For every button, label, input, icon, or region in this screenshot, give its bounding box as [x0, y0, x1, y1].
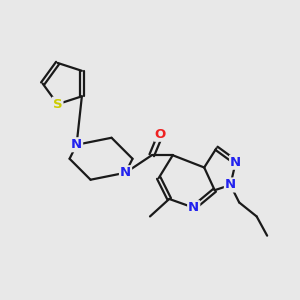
- Text: S: S: [53, 98, 62, 111]
- Text: N: N: [225, 178, 236, 191]
- Text: N: N: [71, 138, 82, 151]
- Text: O: O: [155, 128, 166, 141]
- Text: N: N: [188, 201, 199, 214]
- Text: N: N: [230, 156, 241, 169]
- Text: N: N: [120, 166, 131, 179]
